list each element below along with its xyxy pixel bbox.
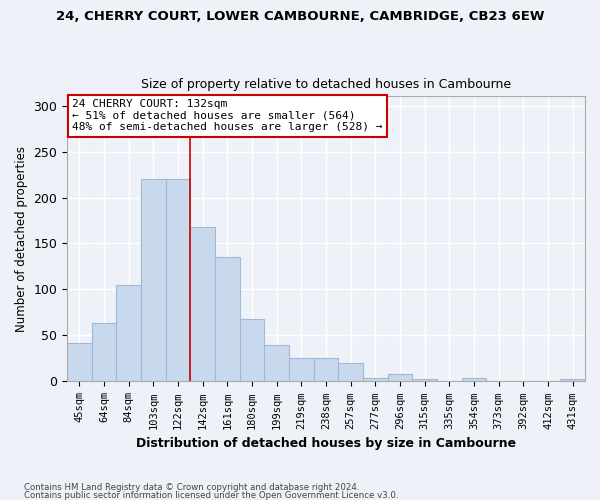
Bar: [265, 344, 289, 382]
Y-axis label: Number of detached properties: Number of detached properties: [15, 146, 28, 332]
Text: 24, CHERRY COURT, LOWER CAMBOURNE, CAMBRIDGE, CB23 6EW: 24, CHERRY COURT, LOWER CAMBOURNE, CAMBR…: [56, 10, 544, 23]
Text: 24 CHERRY COURT: 132sqm
← 51% of detached houses are smaller (564)
48% of semi-d: 24 CHERRY COURT: 132sqm ← 51% of detache…: [73, 99, 383, 132]
Bar: [338, 363, 363, 382]
Bar: [92, 322, 116, 382]
Bar: [141, 179, 166, 382]
Bar: [166, 179, 190, 382]
Text: Contains public sector information licensed under the Open Government Licence v3: Contains public sector information licen…: [24, 490, 398, 500]
Bar: [462, 378, 487, 382]
Bar: [363, 378, 388, 382]
Bar: [314, 358, 338, 382]
Bar: [560, 378, 585, 382]
Bar: [412, 378, 437, 382]
Bar: [215, 258, 240, 382]
Bar: [289, 358, 314, 382]
Bar: [190, 227, 215, 382]
Bar: [67, 343, 92, 382]
X-axis label: Distribution of detached houses by size in Cambourne: Distribution of detached houses by size …: [136, 437, 516, 450]
Bar: [240, 319, 265, 382]
Text: Contains HM Land Registry data © Crown copyright and database right 2024.: Contains HM Land Registry data © Crown c…: [24, 484, 359, 492]
Bar: [116, 285, 141, 382]
Title: Size of property relative to detached houses in Cambourne: Size of property relative to detached ho…: [141, 78, 511, 91]
Bar: [388, 374, 412, 382]
